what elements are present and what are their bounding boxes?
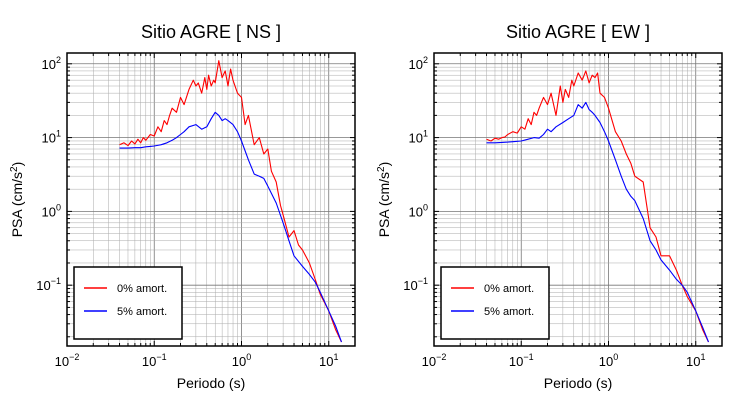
- y-tick-label: 101: [42, 129, 61, 146]
- x-tick-label: 100: [599, 352, 618, 369]
- chart-panel-1: 10−2 10−1 100 101 10−1 100 101 102 Sitio AGRE [ …: [376, 22, 723, 391]
- grid: [433, 53, 723, 346]
- chart-title: Sitio AGRE [ EW ]: [506, 22, 650, 42]
- chart-title: Sitio AGRE [ NS ]: [141, 22, 281, 42]
- x-axis-label: Periodo (s): [544, 375, 612, 391]
- y-tick-label: 102: [409, 55, 428, 72]
- x-tick-label: 100: [232, 352, 251, 369]
- legend-label-1: 5% amort.: [484, 306, 534, 318]
- x-tick-label: 10−1: [142, 352, 167, 369]
- legend-box: [73, 266, 183, 340]
- x-tick-label: 10−1: [509, 352, 534, 369]
- x-axis-label: Periodo (s): [177, 375, 245, 391]
- x-tick-label: 10−2: [422, 352, 447, 369]
- plot-frame: [66, 52, 356, 347]
- y-axis-label: PSA (cm/s2): [9, 162, 25, 238]
- series-line-0: [119, 60, 342, 343]
- y-tick-label: 101: [409, 129, 428, 146]
- chart-panel-0: 10−2 10−1 100 101 10−1 100 101 102 Sitio AGRE [ …: [9, 22, 356, 391]
- x-tick-label: 101: [686, 352, 705, 369]
- series-line-1: [486, 101, 710, 343]
- y-tick-label: 10−1: [403, 276, 428, 293]
- y-tick-label: 100: [409, 202, 428, 219]
- grid: [66, 53, 356, 346]
- series-line-1: [119, 111, 343, 343]
- legend: 0% amort. 5% amort.: [440, 266, 550, 340]
- legend-label-1: 5% amort.: [117, 306, 167, 318]
- series-line-0: [486, 70, 709, 343]
- y-tick-label: 100: [42, 202, 61, 219]
- legend-label-0: 0% amort.: [484, 283, 534, 295]
- legend-box: [440, 266, 550, 340]
- y-axis-label: PSA (cm/s2): [376, 162, 392, 238]
- x-tick-label: 101: [319, 352, 338, 369]
- legend: 0% amort. 5% amort.: [73, 266, 183, 340]
- plot-frame: [433, 52, 723, 347]
- legend-label-0: 0% amort.: [117, 283, 167, 295]
- y-tick-label: 102: [42, 55, 61, 72]
- y-tick-label: 10−1: [36, 276, 61, 293]
- x-tick-label: 10−2: [55, 352, 80, 369]
